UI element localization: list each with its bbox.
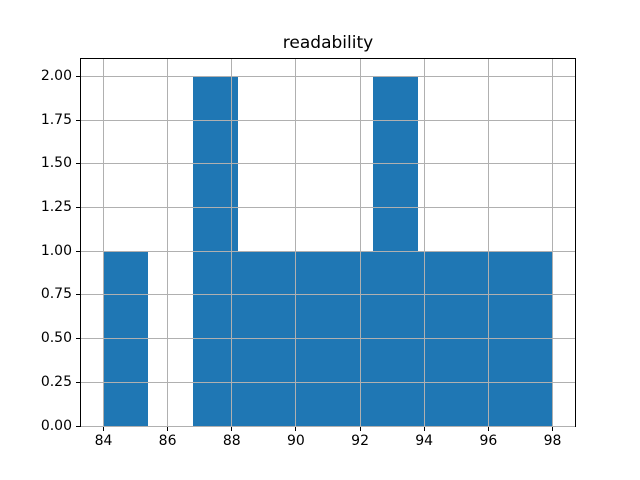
- gridline-vertical: [231, 59, 233, 426]
- y-tick-label: 1.00: [40, 242, 72, 259]
- x-tick-mark: [423, 427, 425, 431]
- x-tick-label: 88: [222, 433, 241, 449]
- y-tick-mark: [76, 338, 80, 340]
- x-tick-label: 94: [415, 433, 434, 449]
- gridline-horizontal: [81, 250, 575, 252]
- grid-layer: [81, 59, 575, 427]
- x-tick-label: 84: [94, 433, 113, 449]
- y-tick-label: 1.50: [40, 155, 72, 172]
- gridline-vertical: [295, 59, 297, 426]
- gridline-horizontal: [81, 119, 575, 121]
- x-tick-mark: [552, 427, 553, 431]
- x-tick-label: 90: [286, 433, 305, 449]
- x-tick-label: 92: [351, 433, 369, 449]
- y-tick-label: 0.00: [40, 417, 72, 434]
- x-tick-mark: [295, 427, 297, 431]
- gridline-vertical: [167, 59, 169, 426]
- gridline-horizontal: [81, 338, 575, 340]
- y-tick-mark: [76, 294, 80, 296]
- x-tick-mark: [359, 427, 361, 431]
- y-tick-mark: [76, 76, 80, 77]
- x-tick-mark: [103, 427, 104, 431]
- y-tick-label: 2.00: [40, 68, 72, 84]
- x-tick-label: 96: [479, 433, 498, 449]
- y-tick-mark: [76, 207, 80, 208]
- gridline-horizontal: [81, 207, 575, 208]
- x-tick-mark: [231, 427, 233, 431]
- y-tick-mark: [76, 163, 80, 165]
- x-tick-label: 86: [158, 433, 177, 449]
- y-tick-label: 0.50: [40, 330, 72, 347]
- chart-title: readability: [282, 33, 374, 53]
- y-tick-mark: [76, 250, 80, 252]
- x-tick-label: 98: [543, 433, 562, 449]
- y-tick-mark: [76, 425, 80, 427]
- y-tick-label: 1.25: [40, 199, 72, 215]
- y-tick-label: 1.75: [40, 111, 72, 128]
- y-tick-label: 0.75: [40, 286, 72, 303]
- y-tick-mark: [76, 381, 80, 383]
- gridline-vertical: [487, 59, 489, 426]
- y-tick-mark: [76, 119, 80, 121]
- gridline-vertical: [103, 59, 104, 426]
- gridline-horizontal: [81, 381, 575, 383]
- gridline-horizontal: [81, 425, 575, 427]
- plot-area: [80, 58, 576, 427]
- gridline-vertical: [359, 59, 361, 426]
- gridline-horizontal: [81, 163, 575, 165]
- x-tick-mark: [167, 427, 169, 431]
- gridline-horizontal: [81, 294, 575, 296]
- x-tick-mark: [487, 427, 489, 431]
- y-tick-label: 0.25: [40, 373, 72, 390]
- gridline-horizontal: [81, 76, 575, 77]
- gridline-vertical: [552, 59, 553, 426]
- gridline-vertical: [423, 59, 425, 426]
